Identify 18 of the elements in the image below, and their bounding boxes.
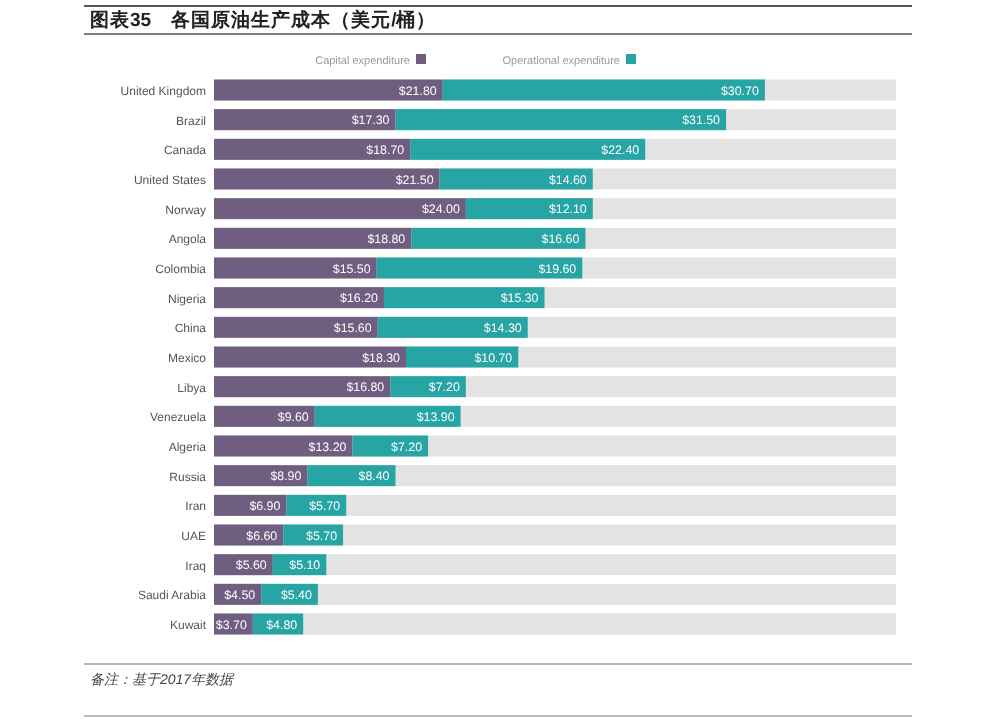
- bar: [214, 316, 378, 338]
- bar: [465, 198, 593, 220]
- bar: [214, 405, 315, 427]
- bar: [307, 465, 396, 487]
- bar: [377, 316, 528, 338]
- bar: [214, 465, 308, 487]
- bar: [214, 257, 377, 279]
- bar: [314, 405, 461, 427]
- bar: [352, 435, 429, 457]
- bar: [439, 168, 593, 190]
- bar: [376, 257, 583, 279]
- bar: [406, 346, 519, 368]
- bar: [214, 435, 353, 457]
- bar: [214, 287, 384, 309]
- bar: [390, 376, 466, 398]
- title: 图表35 各国原油生产成本（美元/桶）: [90, 10, 437, 32]
- bar: [214, 346, 407, 368]
- bar: [214, 168, 440, 190]
